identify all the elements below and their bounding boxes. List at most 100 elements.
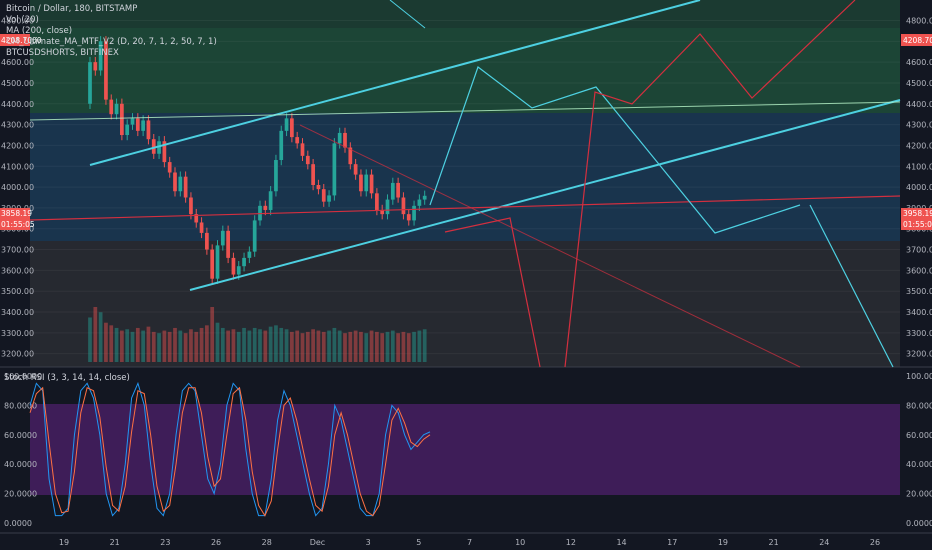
candle-body [316,185,321,190]
candle-body [295,137,300,144]
zone-blue-mid [30,113,900,241]
time-tick-label: 19 [59,538,69,547]
volume-bar [88,317,92,362]
candle-body [263,205,268,210]
time-tick-label: 7 [467,538,472,547]
volume-bar [390,330,395,362]
candle-body [109,99,114,115]
red-path-up [564,0,856,368]
price-tick-label-left: 4000.00 [1,183,34,192]
stoch-legend[interactable]: Stoch RSI (3, 3, 14, 14, close) [4,373,130,383]
stoch-tick-label-left: 60.0000 [4,431,37,440]
candle-body [130,118,135,125]
volume-bar [141,330,145,362]
volume-bar [385,331,390,362]
price-tick-label-left: 3700.00 [1,246,34,255]
volume-bar [167,331,172,362]
candle-body [120,103,124,136]
legend-ma[interactable]: MA (200, close) [6,26,73,36]
volume-bar [332,327,337,362]
volume-bar [279,327,284,362]
volume-bar [380,333,385,362]
stoch-rsi-lines: 100.0000 100.0000 80.0000 80.0000 60.0000 60.… [4,372,932,528]
stoch-k-line [29,381,431,517]
price-tick-label: 4100.00 [906,162,932,171]
zone-green-upper [30,0,900,28]
volume-bar [412,331,416,362]
candle-body [194,214,199,223]
volume-bar [316,330,321,362]
candle-body [274,160,278,192]
volume-bar [247,330,252,362]
candle-body [189,197,193,215]
volume-bar [199,327,204,362]
volume-bar [364,333,369,362]
cyan-short-line [389,0,426,29]
volume-bar [343,333,347,362]
candle-body [141,120,145,131]
price-tick-label: 4500.00 [906,79,932,88]
volume-bar [189,329,193,362]
time-tick-label: 23 [160,538,170,547]
candle-body [162,141,167,163]
red-trend-line [29,195,901,221]
volume-bar [183,333,188,362]
trend-drawings [29,0,901,368]
price-tick-label-left: 4400.00 [1,100,34,109]
volume-bar [252,327,257,362]
candle-body [284,118,289,131]
legend-cm[interactable]: CM_Ultimate_MA_MTF_V2 (D, 20, 7, 1, 2, 5… [6,37,217,47]
cyan-path-arrows [429,66,801,234]
price-tick-label-left: 3500.00 [1,287,34,296]
price-tick-label: 4300.00 [906,121,932,130]
candle-body [199,222,204,233]
volume-bar [290,331,294,362]
stoch-tick-label-left: 40.0000 [4,460,37,469]
price-tag-top-right [901,34,932,46]
time-tick-label: 5 [416,538,421,547]
price-tick-label-left: 4300.00 [1,121,34,130]
candle-body [268,191,273,210]
volume-bar [98,312,103,362]
candle-body [290,118,294,138]
candle-body [125,124,130,136]
time-tick-label: 21 [769,538,779,547]
volume-bar [215,322,220,362]
timer-right-text: 01:55:00 [903,220,932,229]
volume-bar [284,329,289,362]
legend-volume[interactable]: Vol (20) [6,15,39,25]
zone-gray-low [30,241,900,367]
volume-bar [305,331,310,362]
candle-body [135,118,140,131]
price-tick-label-left: 3200.00 [1,350,34,359]
chart-legend: Bitcoin / Dollar, 180, BITSTAMP Vol (20)… [6,4,217,59]
volume-bar [311,329,315,362]
price-tick-label-left: 4200.00 [1,141,34,150]
candle-body [114,103,119,115]
volume-bar [359,331,363,362]
candle-body [173,172,177,192]
stoch-tick-label: 60.0000 [906,431,932,440]
volume-bar [396,333,400,362]
price-tick-label: 4800.00 [906,16,932,25]
candle-body [390,182,395,200]
candle-body [183,176,188,198]
legend-shorts[interactable]: BTCUSDSHORTS, BITFINEX [6,48,119,58]
candle-body [178,176,183,192]
time-tick-label: 28 [262,538,272,547]
volume-bar [205,325,209,362]
time-tick-label: 24 [819,538,829,547]
price-tick-label: 4600.00 [906,58,932,67]
candle-body [385,199,390,215]
time-tick-label: 3 [366,538,371,547]
volume-bar [348,331,353,362]
legend-symbol[interactable]: Bitcoin / Dollar, 180, BITSTAMP [6,4,138,14]
volume-bar [194,331,199,362]
cyan-drop-line [809,204,894,368]
candle-body [205,232,209,250]
stoch-tick-label: 40.0000 [906,460,932,469]
stoch-tick-label: 0.0000 [906,519,932,528]
candle-body [252,220,257,252]
candle-body [327,195,331,202]
